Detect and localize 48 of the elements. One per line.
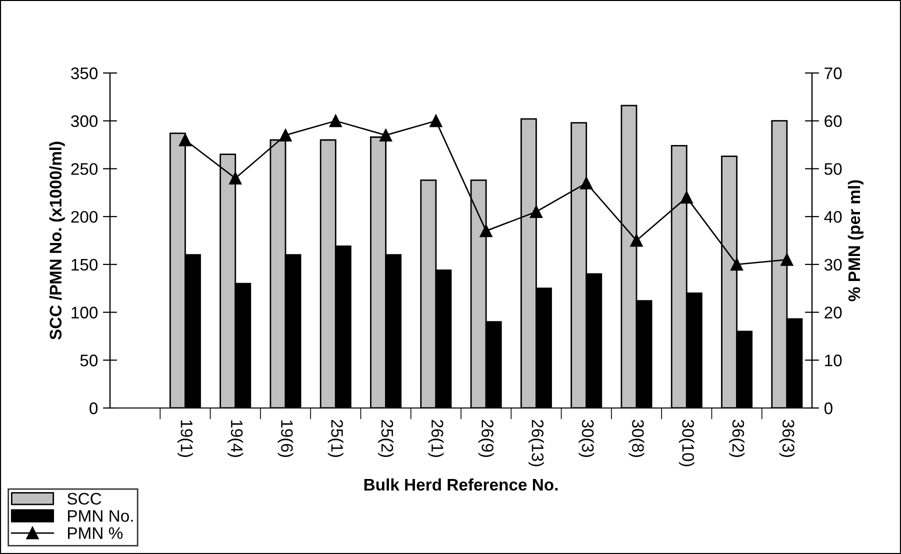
y2-tick-label: 30: [824, 258, 842, 271]
point: [530, 206, 542, 218]
y-tick-label: 50: [80, 354, 98, 366]
x-tick-label: 19(1): [177, 420, 193, 457]
y-axis-title: SCC /PMN No. (x1000/ml): [49, 142, 65, 340]
y-tick-label: 350: [71, 67, 98, 80]
x-tick-label: 36(2): [729, 420, 745, 457]
point: [680, 191, 693, 204]
legend-label: SCC: [67, 492, 102, 505]
y-tick-label: 250: [71, 163, 98, 175]
y2-axis-title: % PMN (per ml): [848, 180, 864, 302]
point: [630, 234, 643, 247]
point: [580, 176, 593, 190]
x-axis-title: Bulk Herd Reference No.: [364, 478, 558, 491]
x-tick-label: 30(3): [578, 420, 594, 457]
x-tick-label: 19(4): [228, 420, 244, 457]
point: [480, 224, 492, 238]
x-tick-label: 30(8): [628, 420, 644, 457]
x-tick-label: 26(9): [478, 420, 494, 457]
point: [229, 172, 242, 185]
x-tick-label: 25(2): [378, 420, 394, 457]
x-tick-label: 19(6): [278, 420, 294, 457]
y-tick-label: 150: [72, 258, 98, 271]
point: [430, 114, 442, 128]
y2-tick-label: 20: [824, 306, 842, 318]
y2-tick-label: 10: [825, 354, 842, 366]
y-tick-label: 300: [71, 115, 98, 128]
x-tick-label: 26(13): [528, 420, 544, 466]
point: [279, 128, 292, 142]
x-tick-label: 36(3): [779, 420, 795, 457]
x-tick-label: 25(1): [328, 420, 344, 457]
y-tick-label: 0: [90, 402, 98, 414]
point: [380, 128, 392, 142]
point: [730, 258, 744, 271]
y2-tick-label: 50: [824, 163, 842, 175]
y2-tick-label: 0: [824, 402, 832, 414]
x-tick-label: 30(10): [678, 420, 694, 466]
x-tick-label: 26(1): [428, 420, 444, 457]
point: [780, 253, 794, 266]
point: [329, 114, 342, 128]
y-tick-label: 200: [71, 210, 98, 223]
y2-tick-label: 60: [824, 115, 842, 128]
legend-label: PMN No.: [68, 510, 133, 522]
y-tick-label: 100: [72, 306, 98, 318]
y2-tick-label: 70: [824, 67, 842, 80]
legend-label: PMN %: [68, 527, 123, 539]
y2-tick-label: 40: [824, 210, 842, 223]
point: [178, 134, 192, 146]
